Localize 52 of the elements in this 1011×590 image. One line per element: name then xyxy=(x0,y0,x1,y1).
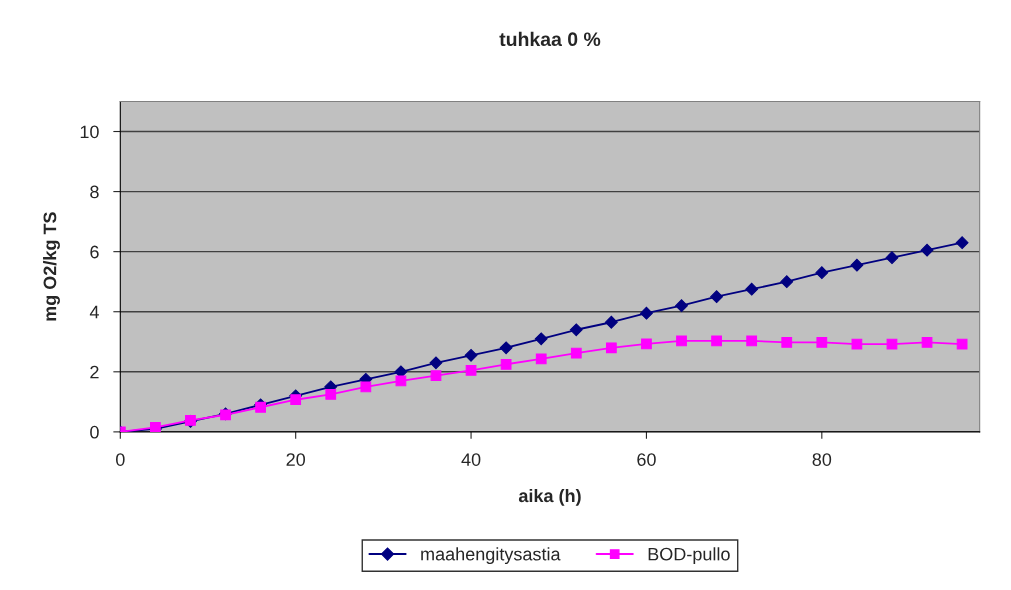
x-tick-label: 60 xyxy=(637,453,656,466)
point xyxy=(710,290,724,304)
y-tick-label: 0 xyxy=(90,425,99,439)
point xyxy=(640,306,653,320)
point xyxy=(675,299,688,313)
point xyxy=(921,336,933,348)
chart-title: tuhkaa 0 % xyxy=(499,31,601,47)
x-axis-title: aika (h) xyxy=(518,488,581,506)
point xyxy=(569,323,583,337)
point xyxy=(920,243,934,257)
point xyxy=(290,394,302,406)
point xyxy=(465,364,477,376)
y-tick-label: 10 xyxy=(80,125,99,139)
point xyxy=(360,381,372,393)
point xyxy=(535,353,547,365)
point xyxy=(641,338,652,350)
point xyxy=(780,275,794,289)
x-tick-label: 40 xyxy=(461,453,481,466)
point xyxy=(886,338,898,350)
y-tick-label: 6 xyxy=(90,245,99,259)
y-tick-label: 2 xyxy=(90,365,99,379)
y-tick-label: 8 xyxy=(90,185,99,199)
point xyxy=(605,342,617,354)
point xyxy=(781,336,793,348)
point xyxy=(851,338,863,350)
point xyxy=(429,356,443,370)
x-tick-label: 80 xyxy=(812,453,832,466)
point xyxy=(676,335,687,347)
y-axis-title: mg O2/kg TS xyxy=(43,212,60,321)
point xyxy=(570,347,582,359)
point xyxy=(850,258,864,272)
point xyxy=(325,388,337,400)
x-tick-label: 20 xyxy=(286,453,306,466)
point xyxy=(534,332,548,346)
point xyxy=(885,251,899,265)
point xyxy=(815,266,829,280)
point xyxy=(956,338,968,350)
point xyxy=(500,358,512,370)
point xyxy=(604,315,618,329)
point xyxy=(499,341,513,355)
point xyxy=(955,236,969,250)
point xyxy=(745,282,759,296)
x-tick-label: 0 xyxy=(115,453,125,466)
legend-label: maahengitysastia xyxy=(421,547,561,565)
point xyxy=(816,336,828,348)
y-tick-label: 4 xyxy=(89,305,99,319)
legend-label: BOD-pullo xyxy=(648,547,730,565)
point xyxy=(711,335,722,347)
point xyxy=(464,348,478,362)
point xyxy=(430,370,442,382)
point xyxy=(746,335,758,347)
point xyxy=(395,375,407,387)
